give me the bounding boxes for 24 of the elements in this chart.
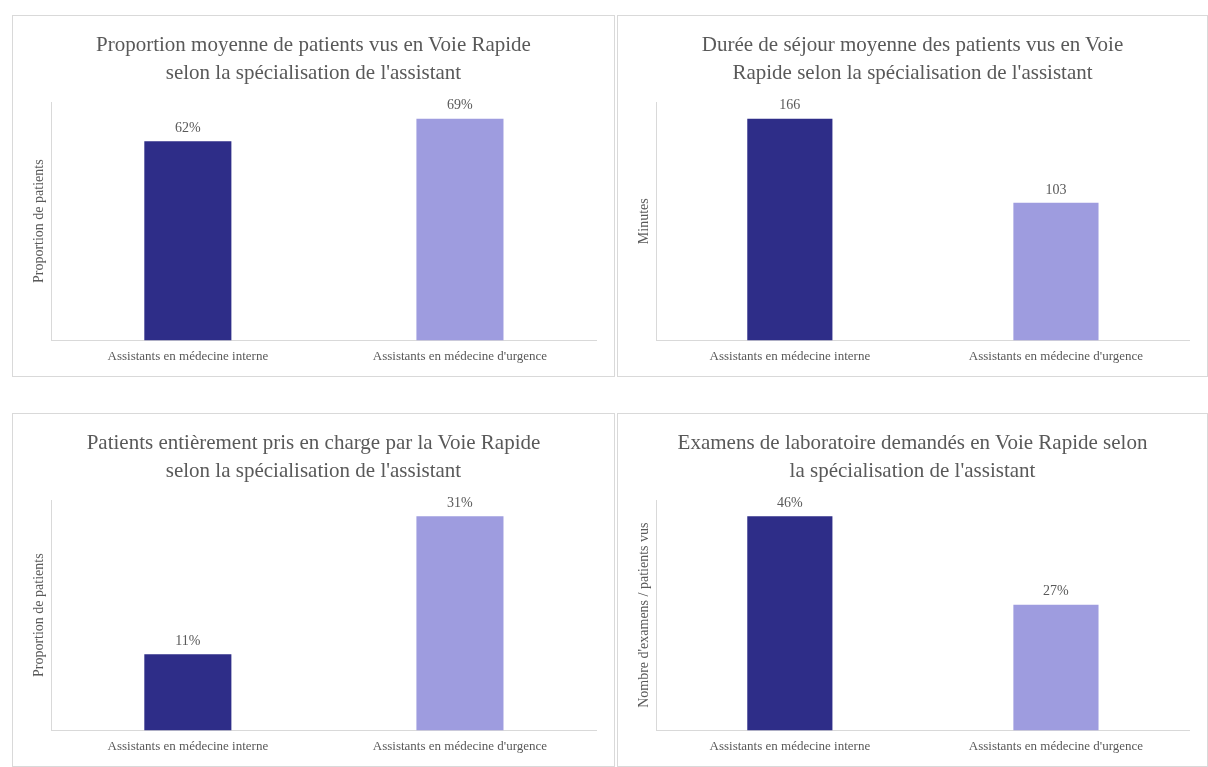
- chart-title: Durée de séjour moyenne des patients vus en Voie Rapide selon la spécialisation de l'assistant: [700, 31, 1125, 86]
- y-axis-title: Nombre d'examens / patients vus: [636, 522, 652, 708]
- chart-title: Patients entièrement pris en charge par la Voie Rapide selon la spécialisation de l'assistant: [85, 429, 542, 484]
- x-tick-label: Assistants en médecine d'urgence: [968, 737, 1144, 753]
- chart-title: Proportion moyenne de patients vus en Voie Rapide selon la spécialisation de l'assistant: [95, 31, 532, 86]
- x-tick-label: Assistants en médecine interne: [107, 347, 269, 363]
- data-label: 69%: [447, 97, 474, 113]
- chart-title: Examens de laboratoire demandés en Voie Rapide selon la spécialisation de l'assistant: [677, 429, 1148, 484]
- y-axis-title: Minutes: [636, 198, 652, 245]
- data-label: 31%: [447, 494, 474, 510]
- data-label: 27%: [1043, 583, 1070, 599]
- y-axis-title: Proportion de patients: [31, 553, 47, 678]
- data-label: 62%: [175, 119, 202, 135]
- data-label: 166: [779, 97, 801, 113]
- y-axis-title: Proportion de patients: [31, 159, 47, 284]
- data-label: 46%: [777, 494, 804, 510]
- data-label: 103: [1045, 181, 1067, 197]
- x-tick-label: Assistants en médecine interne: [709, 737, 871, 753]
- x-tick-label: Assistants en médecine d'urgence: [968, 347, 1144, 363]
- x-tick-label: Assistants en médecine interne: [709, 347, 871, 363]
- x-tick-label: Assistants en médecine d'urgence: [372, 347, 548, 363]
- x-tick-label: Assistants en médecine d'urgence: [372, 737, 548, 753]
- data-label: 11%: [175, 633, 201, 649]
- x-tick-label: Assistants en médecine interne: [107, 737, 269, 753]
